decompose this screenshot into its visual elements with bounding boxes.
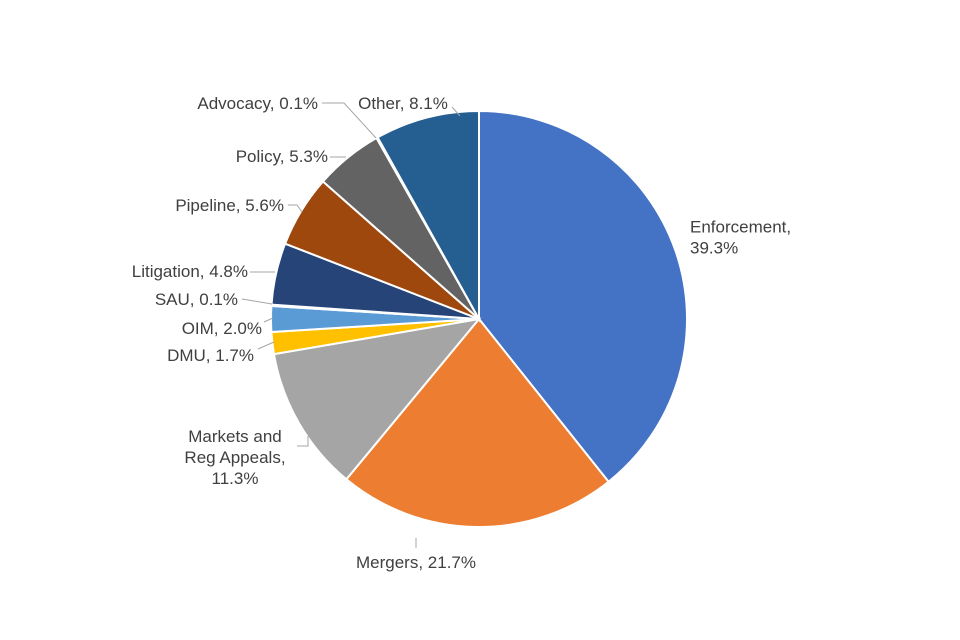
leader-line-advocacy: [322, 102, 377, 139]
data-label-other: Other, 8.1%: [358, 94, 448, 113]
data-label-line: Mergers, 21.7%: [356, 553, 476, 572]
data-label-line: Other, 8.1%: [358, 94, 448, 113]
leader-line-other: [451, 106, 461, 117]
leader-line-dmu: [257, 341, 275, 350]
data-label-markets-and-reg-appeals: Markets and Reg Appeals, 11.3%: [184, 427, 285, 488]
data-label-enforcement: Enforcement, 39.3%: [690, 217, 791, 257]
pie-slice-mergers: [345, 317, 610, 528]
data-label-oim: OIM, 2.0%: [182, 319, 262, 338]
data-label-line: Pipeline, 5.6%: [175, 196, 284, 215]
data-label-dmu: DMU, 1.7%: [167, 346, 254, 365]
pie-slice-enforcement: [478, 109, 688, 484]
data-label-line: 11.3%: [212, 469, 259, 488]
data-label-sau: SAU, 0.1%: [155, 290, 238, 309]
leader-lines-layer: [241, 102, 461, 548]
data-label-policy: Policy, 5.3%: [236, 147, 328, 166]
labels-layer: Enforcement, 39.3% Mergers, 21.7% Markets a…: [132, 94, 791, 572]
leader-line-markets-and-reg-appeals: [297, 436, 309, 447]
data-label-line: Policy, 5.3%: [236, 147, 328, 166]
data-label-line: Markets and: [188, 427, 282, 446]
data-label-line: 39.3%: [690, 238, 738, 257]
data-label-litigation: Litigation, 4.8%: [132, 262, 248, 281]
data-label-advocacy: Advocacy, 0.1%: [197, 94, 318, 113]
pie-slice-markets-and-reg-appeals: [272, 317, 482, 481]
data-label-mergers: Mergers, 21.7%: [356, 553, 476, 572]
data-label-line: Litigation, 4.8%: [132, 262, 248, 281]
leader-line-pipeline: [288, 204, 303, 213]
slices-layer: [269, 109, 688, 528]
leader-line-oim: [263, 317, 274, 323]
pie-slice-other: [376, 109, 480, 323]
data-label-line: Advocacy, 0.1%: [197, 94, 318, 113]
leader-line-sau: [241, 298, 273, 305]
data-label-line: SAU, 0.1%: [155, 290, 238, 309]
data-label-line: DMU, 1.7%: [167, 346, 254, 365]
data-label-line: Enforcement,: [690, 217, 791, 236]
data-label-line: OIM, 2.0%: [182, 319, 262, 338]
data-label-line: Reg Appeals,: [184, 448, 285, 467]
data-label-pipeline: Pipeline, 5.6%: [175, 196, 284, 215]
